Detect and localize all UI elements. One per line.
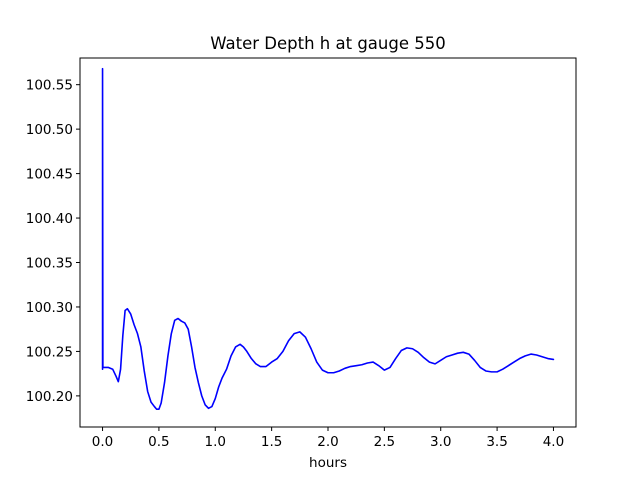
- x-tick-label: 3.0: [430, 434, 451, 450]
- x-tick-label: 1.5: [261, 434, 282, 450]
- y-tick-label: 100.30: [26, 300, 73, 316]
- y-tick-label: 100.55: [26, 78, 73, 94]
- series-line-0: [101, 67, 555, 411]
- y-tick-label: 100.45: [26, 167, 73, 183]
- y-tick-label: 100.25: [26, 344, 73, 360]
- x-tick-label: 0.0: [92, 434, 113, 450]
- plot-layer: [101, 67, 555, 411]
- x-tick-label: 2.5: [374, 434, 395, 450]
- x-axis-label: hours: [309, 455, 347, 471]
- x-tick-label: 2.0: [317, 434, 338, 450]
- x-tick-label: 4.0: [543, 434, 564, 450]
- x-axis: 0.0 0.5 1.0 1.5 2.0 2.5 3.0 3.5 4.0: [92, 427, 564, 450]
- y-axis: 100.20 100.25 100.30 100.35 100.40 100.45 100.…: [26, 78, 80, 405]
- y-tick-label: 100.35: [26, 256, 73, 272]
- x-tick-label: 1.0: [205, 434, 226, 450]
- y-tick-label: 100.20: [26, 389, 73, 405]
- y-tick-label: 100.40: [26, 211, 73, 227]
- chart-title: Water Depth h at gauge 550: [210, 34, 445, 53]
- y-tick-label: 100.50: [26, 122, 73, 138]
- x-tick-label: 3.5: [486, 434, 507, 450]
- x-tick-label: 0.5: [148, 434, 169, 450]
